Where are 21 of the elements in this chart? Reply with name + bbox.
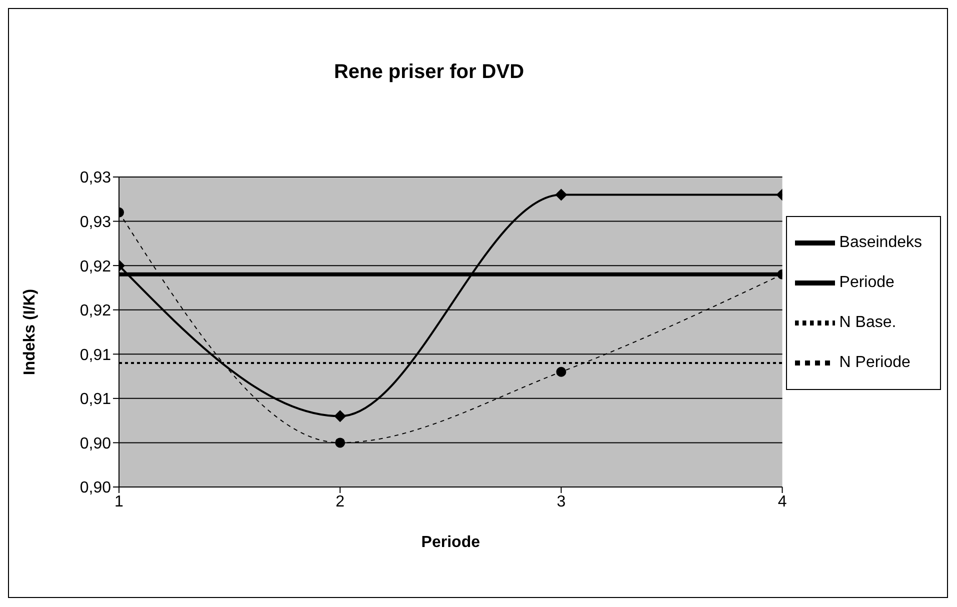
legend-label: N Base. [839, 314, 896, 332]
y-tick-label: 0,90 [80, 435, 112, 452]
x-axis-title: Periode [421, 534, 480, 551]
point [335, 438, 346, 448]
x-tick-label: 4 [778, 493, 787, 510]
y-tick-label: 0,92 [80, 258, 112, 276]
y-tick-label: 0,93 [80, 214, 112, 231]
chart-title: Rene priser for DVD [332, 61, 526, 84]
y-tick-label: 0,91 [80, 346, 112, 364]
legend-label: Periode [839, 274, 894, 292]
x-tick-label: 1 [114, 493, 124, 510]
x-tick-label: 3 [556, 493, 566, 510]
x-tick-label: 2 [336, 493, 345, 510]
y-tick-label: 0,93 [80, 170, 112, 187]
y-axis-title: Indeks (I/K) [22, 288, 39, 376]
y-tick-label: 0,92 [80, 302, 112, 320]
point [556, 366, 566, 377]
y-tick-label: 0,90 [80, 480, 112, 497]
y-tick-label: 0,91 [80, 391, 112, 408]
legend-label: Baseindeks [839, 234, 922, 252]
legend-label: N Periode [839, 354, 910, 372]
